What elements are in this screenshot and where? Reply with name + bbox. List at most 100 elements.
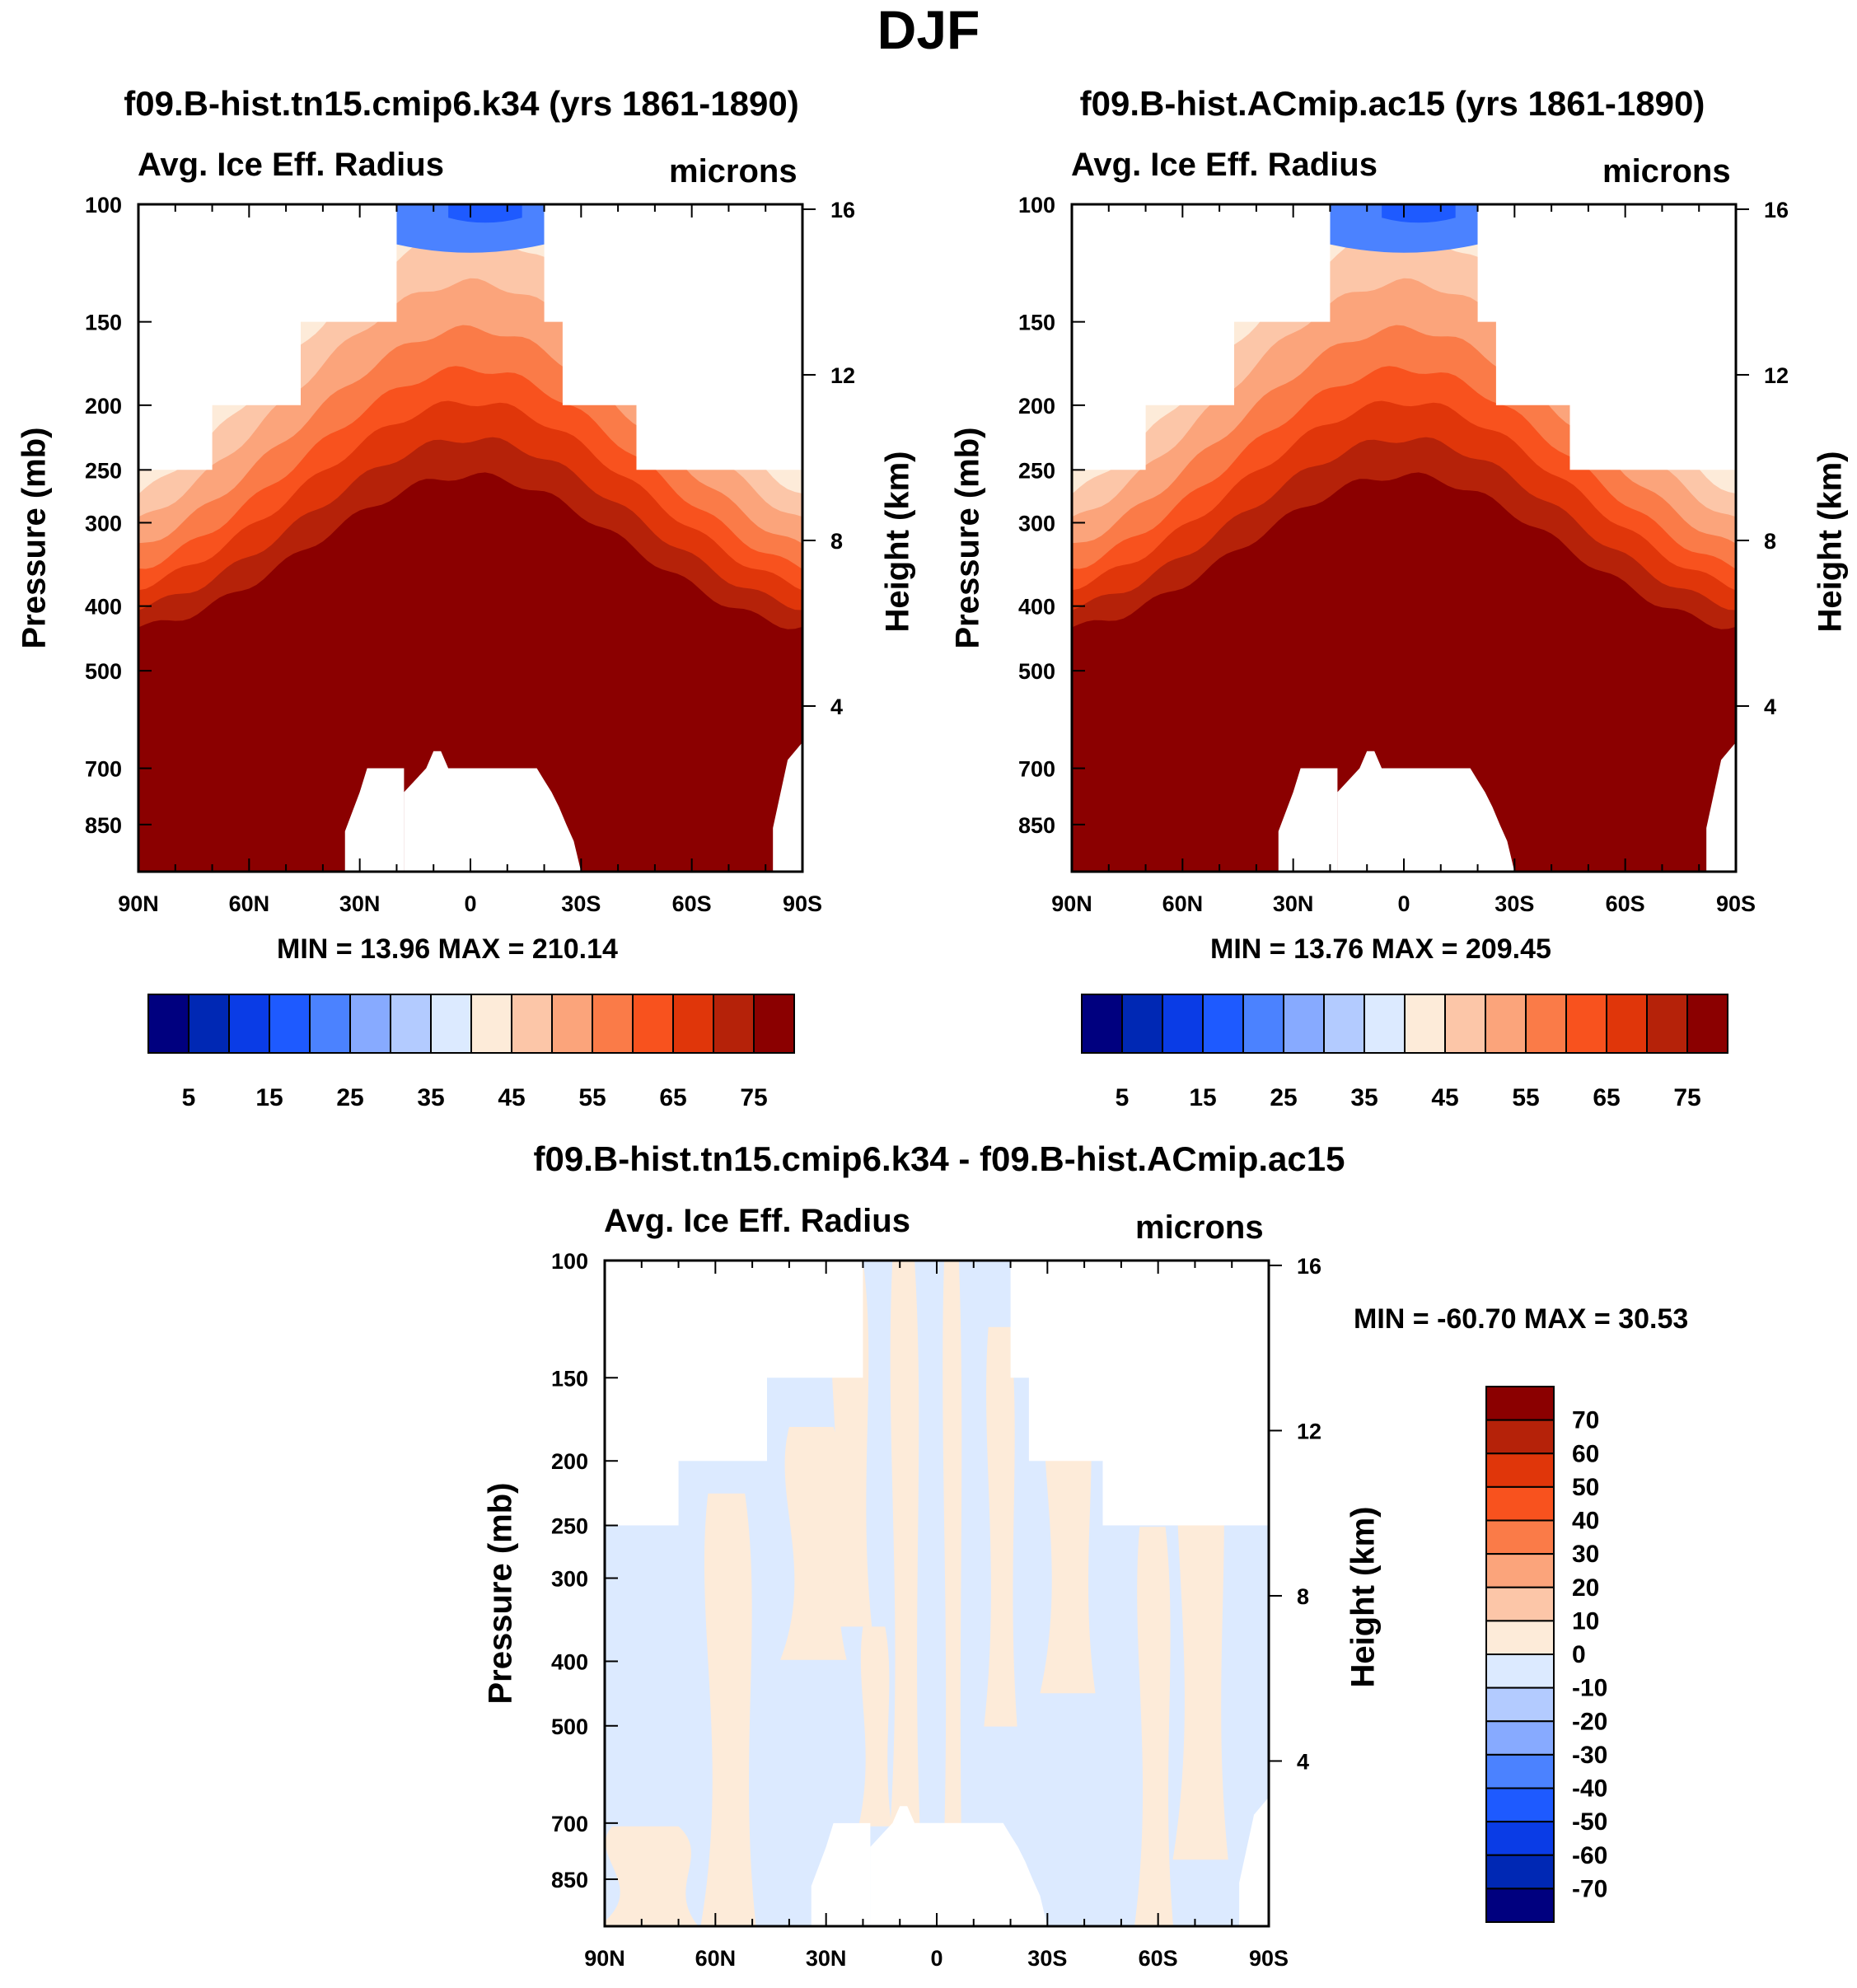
colorbar-3-box <box>1485 1720 1555 1756</box>
colorbar-2-label: 15 <box>1189 1084 1216 1111</box>
panel2-left-string: Avg. Ice Eff. Radius <box>1071 147 1378 183</box>
panel-3-diff-pos-region-3 <box>887 1261 922 1860</box>
panel-1-xtick-label: 90N <box>118 891 159 916</box>
colorbar-1-box <box>228 994 270 1054</box>
panel-2-polar-mask <box>1706 742 1736 872</box>
panel-3-ytick-label: 400 <box>551 1649 588 1674</box>
colorbar-1-box <box>713 994 755 1054</box>
panel-1-y2tick-label: 4 <box>830 695 843 719</box>
colorbar-3-label: -60 <box>1572 1842 1607 1869</box>
colorbar-1-label: 35 <box>417 1084 444 1111</box>
panel1-title: f09.B-hist.tn15.cmip6.k34 (yrs 1861-1890… <box>124 84 799 123</box>
panel1-left-string: Avg. Ice Eff. Radius <box>138 147 444 183</box>
colorbar-3-label: 50 <box>1572 1474 1599 1501</box>
diff-stats: MIN = -60.70 MAX = 30.53 <box>1354 1303 1689 1335</box>
colorbar-2-label: 25 <box>1270 1084 1297 1111</box>
panel-1-ytick-label: 150 <box>85 311 122 335</box>
panel-2-y2tick-label: 12 <box>1764 363 1789 388</box>
panel-1-band-blue-2 <box>448 204 522 223</box>
panel-3-diff-pos-region-9 <box>605 1826 699 1926</box>
colorbar-1-label: 15 <box>255 1084 283 1111</box>
colorbar-3-box <box>1485 1586 1555 1622</box>
colorbar-2-label: 5 <box>1116 1084 1130 1111</box>
panel-2-y2tick-label: 8 <box>1764 529 1776 554</box>
colorbar-1-label: 5 <box>182 1084 196 1111</box>
colorbar-1-box <box>753 994 795 1054</box>
colorbar-1-box <box>551 994 593 1054</box>
figure-title: DJF <box>877 0 980 60</box>
panel-3-xtick-label: 90N <box>584 1946 625 1971</box>
colorbar-2-label: 45 <box>1431 1084 1458 1111</box>
panel-2-field <box>1072 204 1736 872</box>
colorbar-3-box <box>1485 1854 1555 1890</box>
panel-1-contour-band-0 <box>138 472 802 872</box>
colorbar-3-label: 40 <box>1572 1508 1599 1535</box>
panel-2-y2tick-label: 4 <box>1764 695 1776 719</box>
colorbar-1-box <box>672 994 714 1054</box>
panel-1-ytick-label: 400 <box>85 595 122 620</box>
panel-1-y2tick-label: 16 <box>830 198 855 222</box>
colorbar-1-label: 25 <box>336 1084 363 1111</box>
colorbar-3-label: 0 <box>1572 1641 1586 1668</box>
panel-2-ytick-label: 500 <box>1018 659 1055 684</box>
panel-2-xtick-label: 30S <box>1494 891 1534 916</box>
diff-units: microns <box>1135 1209 1264 1246</box>
colorbar-3-box <box>1485 1887 1555 1923</box>
colorbar-3-label: 70 <box>1572 1407 1599 1434</box>
panel2-stats: MIN = 13.76 MAX = 209.45 <box>1210 933 1551 965</box>
colorbar-2-box <box>1444 994 1486 1054</box>
panel-1-xtick-label: 30S <box>561 891 601 916</box>
panel-3-xtick-label: 60N <box>695 1946 737 1971</box>
colorbar-2-box <box>1323 994 1365 1054</box>
panel-2-topography <box>1337 751 1515 872</box>
colorbar-2-box <box>1565 994 1607 1054</box>
panel-3-topography <box>870 1806 1048 1926</box>
panel-2-ytick-label: 300 <box>1018 511 1055 536</box>
colorbar-1-label: 75 <box>740 1084 767 1111</box>
colorbar-1-box <box>592 994 634 1054</box>
panel2-units: microns <box>1602 153 1731 189</box>
colorbar-3-label: 20 <box>1572 1574 1599 1602</box>
panel-3-xtick-label: 30S <box>1027 1946 1067 1971</box>
panel-1-field <box>138 204 802 872</box>
panel-2-ytick-label: 400 <box>1018 595 1055 620</box>
panel-3-y2tick-label: 4 <box>1297 1749 1309 1774</box>
panel-1-y2tick-label: 8 <box>830 529 843 554</box>
panel1-units: microns <box>669 153 798 189</box>
colorbar-3-box <box>1485 1419 1555 1455</box>
panel-1-xtick-label: 60S <box>672 891 712 916</box>
colorbar-2-label: 55 <box>1512 1084 1539 1111</box>
colorbar-1-box <box>390 994 432 1054</box>
panel-1-xtick-label: 0 <box>464 891 476 916</box>
colorbar-3-label: 30 <box>1572 1541 1599 1568</box>
panel-3-xtick-label: 0 <box>930 1946 943 1971</box>
colorbar-2-box <box>1081 994 1123 1054</box>
colorbar-2-box <box>1162 994 1204 1054</box>
colorbar-2-box <box>1121 994 1163 1054</box>
colorbar-2-box <box>1283 994 1325 1054</box>
panel-1-polar-mask <box>773 742 802 872</box>
panel-3-diff-pos-region-7 <box>1134 1527 1174 1926</box>
panel-1-missing-top <box>138 204 802 470</box>
colorbar-1-box <box>269 994 311 1054</box>
colorbar-2-box <box>1202 994 1244 1054</box>
panel-1-xtick-label: 30N <box>339 891 381 916</box>
panel-3-ytick-label: 200 <box>551 1449 588 1474</box>
panel-3-y2tick-label: 8 <box>1297 1584 1309 1609</box>
panel-3-field <box>605 1261 1269 1926</box>
colorbar-2-box <box>1242 994 1284 1054</box>
colorbar-2-box <box>1686 994 1728 1054</box>
panel-1-ytick-label: 200 <box>85 394 122 419</box>
panel-2-ytick-label: 100 <box>1018 193 1055 218</box>
colorbar-1-box <box>632 994 674 1054</box>
panel-3-polar-mask <box>1239 1797 1269 1926</box>
panel-2-xtick-label: 60S <box>1606 891 1645 916</box>
colorbar-3-label: -10 <box>1572 1675 1607 1702</box>
panel-1-ytick-label: 250 <box>85 458 122 483</box>
panel-1-xtick-label: 90S <box>783 891 822 916</box>
panel-3-diff-pos-region-0 <box>700 1493 756 1926</box>
colorbar-2-label: 75 <box>1673 1084 1700 1111</box>
colorbar-3-label: -40 <box>1572 1775 1607 1803</box>
colorbar-2-box <box>1606 994 1648 1054</box>
